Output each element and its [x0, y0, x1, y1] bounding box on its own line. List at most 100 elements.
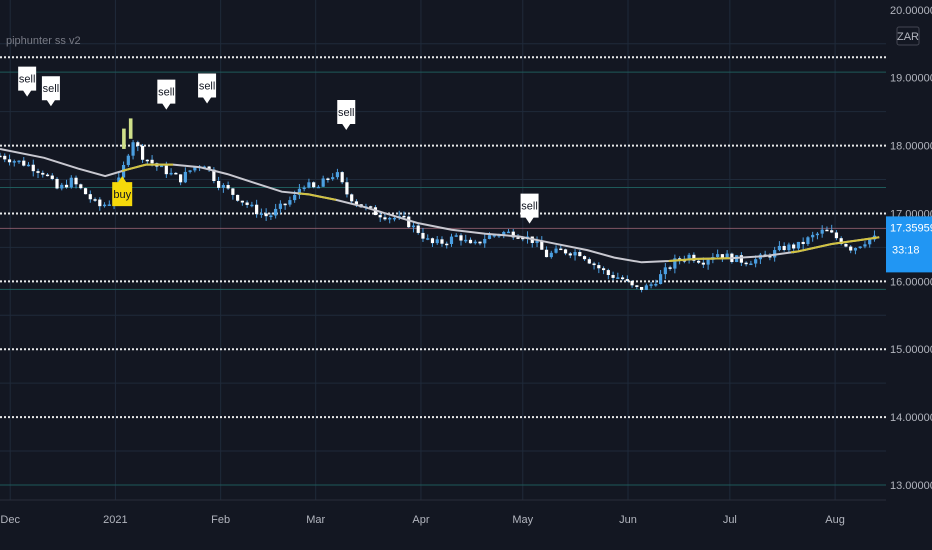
candle-body — [820, 229, 824, 234]
candle-body — [697, 260, 701, 263]
candle-body — [787, 244, 791, 251]
candle-body — [516, 237, 520, 239]
candle-body — [50, 175, 54, 179]
candle-body — [487, 235, 492, 239]
candle-body — [326, 178, 330, 180]
candle-body — [345, 182, 349, 195]
candle-body — [293, 194, 297, 201]
candle-body — [17, 160, 21, 163]
candle-body — [255, 204, 259, 215]
candle-body — [354, 201, 359, 205]
sell-signal: sell — [18, 66, 37, 97]
candle-body — [601, 268, 606, 271]
candle-body — [796, 241, 801, 249]
candle-body — [402, 215, 406, 218]
sell-signal-box — [520, 193, 539, 224]
ma-highlight-segment — [121, 163, 174, 172]
candle-body — [140, 145, 145, 160]
candle-body — [392, 217, 397, 220]
candle-body — [174, 172, 178, 175]
candle-body — [858, 246, 862, 249]
candle-body — [188, 170, 192, 172]
candle-body — [69, 177, 73, 188]
candle-body — [93, 199, 97, 201]
price-axis-bg — [886, 0, 932, 550]
price-axis: 20.0000019.0000018.0000017.0000016.00000… — [886, 0, 932, 550]
candle-body — [316, 186, 321, 189]
candle-body — [673, 258, 677, 269]
candle-body — [331, 177, 335, 180]
currency-badge[interactable]: ZAR — [896, 26, 920, 46]
price-tick-label: 20.00000 — [890, 5, 932, 17]
buy-signal-box — [112, 176, 133, 207]
candle-body — [492, 235, 496, 237]
candle-body — [378, 215, 382, 218]
candle-body — [863, 244, 867, 247]
candle-body — [578, 252, 582, 257]
candle-body — [22, 160, 26, 166]
currency-badge-label: ZAR — [897, 31, 919, 43]
candle-body — [749, 263, 753, 266]
candle-body — [102, 204, 107, 207]
candle-body — [815, 233, 820, 236]
indicator-label: piphunter ss v2 — [6, 35, 81, 47]
candle-body — [706, 259, 710, 265]
candle-body — [535, 241, 539, 243]
candle-body — [107, 204, 111, 206]
candle-body — [654, 283, 658, 286]
candle-body — [416, 225, 420, 233]
time-axis-bg — [0, 500, 932, 550]
candle-body — [554, 248, 558, 253]
candle-body — [164, 165, 168, 175]
candle-body — [502, 232, 506, 235]
sell-signal-box — [18, 66, 37, 97]
candle-body — [312, 182, 316, 188]
sell-signal-box — [198, 73, 217, 104]
candle-body — [635, 285, 639, 287]
time-axis: Dec 2021 Feb Mar Apr May Jun Jul Aug — [0, 499, 932, 550]
buy-signal: buy — [112, 176, 133, 207]
candle-body — [449, 236, 454, 245]
candle-body — [839, 238, 843, 245]
candle-body — [540, 241, 544, 250]
sell-signal: sell — [157, 79, 176, 110]
candle-body — [483, 238, 487, 244]
candle-body — [830, 230, 834, 233]
candle-body — [240, 200, 244, 203]
candle-body — [563, 249, 568, 254]
candle-body — [744, 262, 748, 265]
candle-body — [573, 252, 577, 256]
candle-body — [716, 254, 720, 257]
candle-body — [0, 155, 2, 158]
ma-highlight-segment — [298, 192, 337, 201]
candle-body — [592, 263, 596, 266]
candle-body — [36, 171, 40, 173]
candle-body — [3, 155, 7, 160]
candle-body — [217, 180, 221, 188]
candle-body — [169, 172, 173, 175]
candle-body — [212, 169, 216, 181]
candle-body — [7, 159, 12, 163]
candle-highlight — [128, 118, 133, 139]
candle-body — [811, 234, 815, 238]
price-tick-label: 16.00000 — [890, 276, 932, 288]
moving-average — [0, 148, 880, 264]
candle-body — [150, 159, 154, 164]
buy-signal-label: buy — [113, 189, 131, 201]
candle-highlight — [122, 128, 126, 149]
time-tick-label: Dec — [0, 514, 20, 526]
candle-body — [407, 216, 411, 228]
candle-body — [245, 202, 249, 205]
time-tick-label: May — [512, 514, 533, 526]
candle-body — [131, 142, 135, 156]
time-tick-label: Feb — [211, 514, 230, 526]
candle-body — [464, 239, 468, 242]
candle-body — [383, 217, 387, 220]
candle-body — [64, 184, 69, 188]
ma-highlight-segment — [668, 257, 730, 262]
candle-body — [739, 255, 743, 263]
level-lines — [0, 56, 886, 486]
candle-body — [868, 239, 872, 245]
candle-body — [221, 185, 225, 188]
